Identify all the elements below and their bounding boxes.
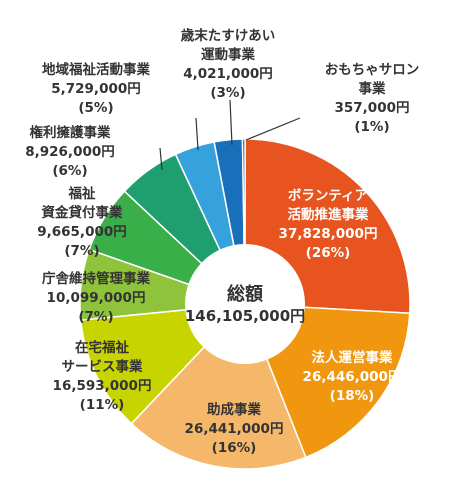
slice-percent: (7%) xyxy=(78,309,113,325)
center-label: 総額 xyxy=(227,283,263,305)
leader-line-9 xyxy=(229,99,233,146)
slice-name-line: 資金貸付事業 xyxy=(42,204,123,221)
leader-line-8 xyxy=(195,117,199,151)
slice-name-line: 権利擁護事業 xyxy=(30,124,111,141)
slice-name-line: 庁舎維持管理事業 xyxy=(42,270,150,287)
slice-amount: 26,446,000円 xyxy=(303,369,402,385)
slice-label-8: 地域福祉活動事業 5,729,000円 (5%) xyxy=(42,61,150,116)
slice-label-2: 法人運営事業 26,446,000円 (18%) xyxy=(303,349,402,404)
slice-name-line: 運動事業 xyxy=(201,46,255,63)
slice-label-9: 歳末たすけあい運動事業 4,021,000円 (3%) xyxy=(181,27,276,101)
slice-name-line: 地域福祉活動事業 xyxy=(42,61,150,78)
slice-percent: (11%) xyxy=(80,397,125,413)
slice-amount: 4,021,000円 xyxy=(183,66,273,82)
slice-percent: (16%) xyxy=(212,440,257,456)
pie-slice-3 xyxy=(130,302,307,470)
slice-labels: ボランティア活動推進事業 37,828,000円 (26%) 法人運営事業 26,446… xyxy=(25,27,419,456)
slice-label-4: 在宅福祉サービス事業 16,593,000円 (11%) xyxy=(53,339,152,413)
slice-amount: 37,828,000円 xyxy=(279,226,378,242)
slice-name-line: 福祉 xyxy=(68,185,96,202)
slice-name-line: サービス事業 xyxy=(62,358,143,375)
slice-amount: 26,441,000円 xyxy=(185,421,284,437)
slice-label-7: 権利擁護事業 8,926,000円 (6%) xyxy=(25,124,115,179)
slice-label-10: おもちゃサロン事業 357,000円 (1%) xyxy=(325,62,420,135)
slice-amount: 10,099,000円 xyxy=(47,290,146,306)
slice-percent: (26%) xyxy=(306,245,351,261)
slice-percent: (7%) xyxy=(64,243,99,259)
slice-label-1: ボランティア活動推進事業 37,828,000円 (26%) xyxy=(279,188,378,261)
center-hole xyxy=(185,244,305,364)
slice-percent: (3%) xyxy=(210,85,245,101)
center-total: 146,105,000円 xyxy=(185,307,305,325)
slice-percent: (5%) xyxy=(78,100,113,116)
slice-name-line: 在宅福祉 xyxy=(75,339,129,356)
slice-percent: (6%) xyxy=(52,163,87,179)
slice-amount: 5,729,000円 xyxy=(51,81,141,97)
slice-label-5: 庁舎維持管理事業 10,099,000円 (7%) xyxy=(42,270,150,325)
slice-label-3: 助成事業 26,441,000円 (16%) xyxy=(185,401,284,456)
slice-name-line: 法人運営事業 xyxy=(312,349,393,366)
slice-name-line: おもちゃサロン xyxy=(325,62,420,78)
slice-percent: (1%) xyxy=(354,119,389,135)
slice-amount: 8,926,000円 xyxy=(25,144,115,160)
slice-name-line: 活動推進事業 xyxy=(288,206,369,223)
slice-name-line: 事業 xyxy=(359,80,386,97)
slice-amount: 357,000円 xyxy=(335,100,410,116)
slice-percent: (18%) xyxy=(330,388,375,404)
slice-amount: 9,665,000円 xyxy=(37,224,127,240)
slice-label-6: 福祉資金貸付事業 9,665,000円 (7%) xyxy=(37,185,127,259)
slice-name-line: ボランティア xyxy=(288,188,368,204)
slice-name-line: 助成事業 xyxy=(207,401,261,418)
slice-name-line: 歳末たすけあい xyxy=(181,27,276,44)
slice-amount: 16,593,000円 xyxy=(53,378,152,394)
leader-line-7 xyxy=(159,147,163,171)
leader-line-10 xyxy=(245,117,301,141)
leader-lines xyxy=(159,99,301,171)
